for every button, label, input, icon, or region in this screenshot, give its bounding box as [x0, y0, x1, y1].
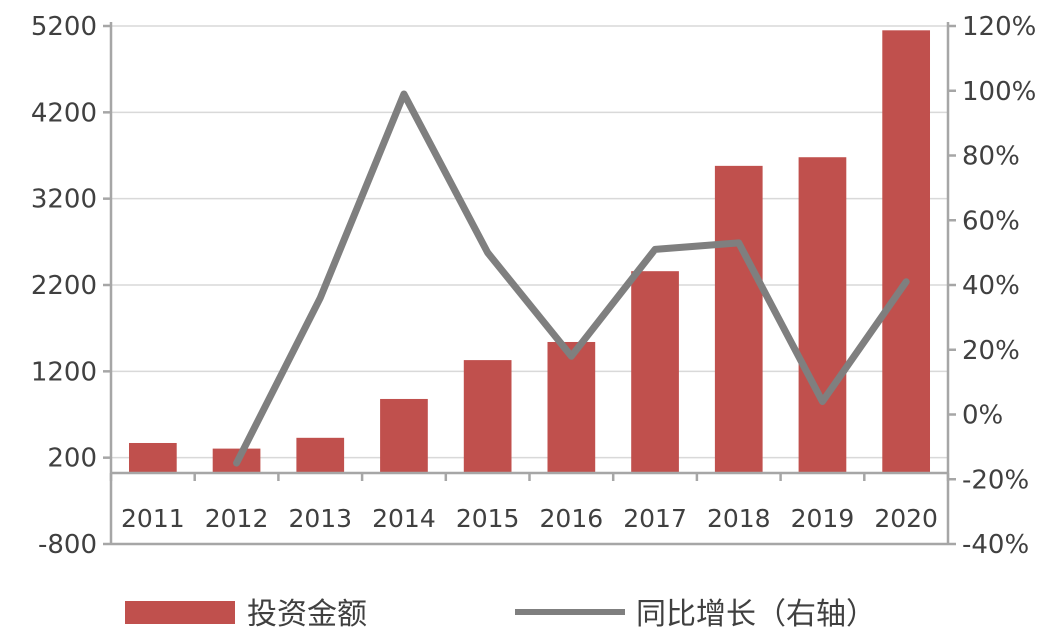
bar-2014: [380, 398, 428, 473]
growth-point-2020: [905, 280, 908, 283]
y-right-tick-label: -40%: [962, 530, 1029, 560]
y-right-tick-label: 60%: [962, 206, 1020, 236]
x-tick-label: 2015: [456, 504, 520, 533]
y-right-tick-labels: -40% -20% 0% 20% 40% 60% 80% 100% 120%: [962, 12, 1036, 560]
y-right-tick-label: 100%: [962, 77, 1036, 107]
growth-point-2014: [402, 92, 405, 95]
bar-2013: [296, 437, 345, 473]
bar-series: [128, 30, 931, 474]
axes: [103, 22, 956, 546]
x-tick-labels: 2011 2012 2013 2014 2015 2016 2017 2018 2019 2020: [121, 504, 938, 533]
bar-2020: [882, 30, 931, 474]
growth-point-2015: [486, 251, 489, 254]
legend-label-line: 同比增长（右轴）: [636, 597, 876, 632]
growth-point-2012: [235, 462, 238, 465]
growth-point-2013: [319, 296, 322, 299]
y-left-tick-label: 2200: [31, 271, 97, 301]
growth-point-2018: [737, 241, 740, 244]
legend: 投资金额 同比增长（右轴）: [125, 597, 876, 632]
x-tick-label: 2012: [205, 504, 269, 533]
bar-2018: [714, 165, 763, 474]
x-tick-label: 2019: [791, 504, 855, 533]
line-series: [233, 90, 910, 467]
legend-swatch-bar: [125, 601, 235, 624]
y-right-tick-label: 80%: [962, 142, 1020, 172]
x-tick-label: 2016: [540, 504, 604, 533]
bar-2017: [631, 271, 679, 473]
y-right-tick-label: 20%: [962, 336, 1020, 366]
x-tick-label: 2014: [372, 504, 436, 533]
x-tick-label: 2011: [121, 504, 185, 533]
y-left-tick-label: 3200: [31, 185, 97, 215]
growth-point-2016: [570, 355, 573, 358]
y-left-tick-label: -800: [38, 530, 97, 560]
x-tick-label: 2020: [874, 504, 938, 533]
bar-2015: [463, 360, 512, 473]
y-right-tick-label: 120%: [962, 12, 1036, 42]
growth-point-2017: [654, 248, 657, 251]
growth-point-2019: [821, 400, 824, 403]
y-left-tick-label: 4200: [31, 98, 97, 128]
y-left-tick-label: 200: [47, 444, 97, 474]
y-left-tick-labels: -800 200 1200 2200 3200 4200 5200: [31, 12, 97, 560]
x-tick-label: 2013: [288, 504, 352, 533]
x-tick-label: 2018: [707, 504, 771, 533]
y-left-tick-label: 1200: [31, 357, 97, 387]
y-right-tick-label: 40%: [962, 271, 1020, 301]
bar-2019: [798, 157, 847, 473]
legend-label-bar: 投资金额: [247, 597, 367, 632]
y-left-tick-label: 5200: [31, 12, 97, 42]
y-right-tick-label: -20%: [962, 465, 1029, 495]
y-right-tick-label: 0%: [962, 401, 1003, 431]
bar-2011: [128, 442, 177, 473]
x-tick-label: 2017: [623, 504, 687, 533]
bar-2016: [547, 341, 596, 473]
